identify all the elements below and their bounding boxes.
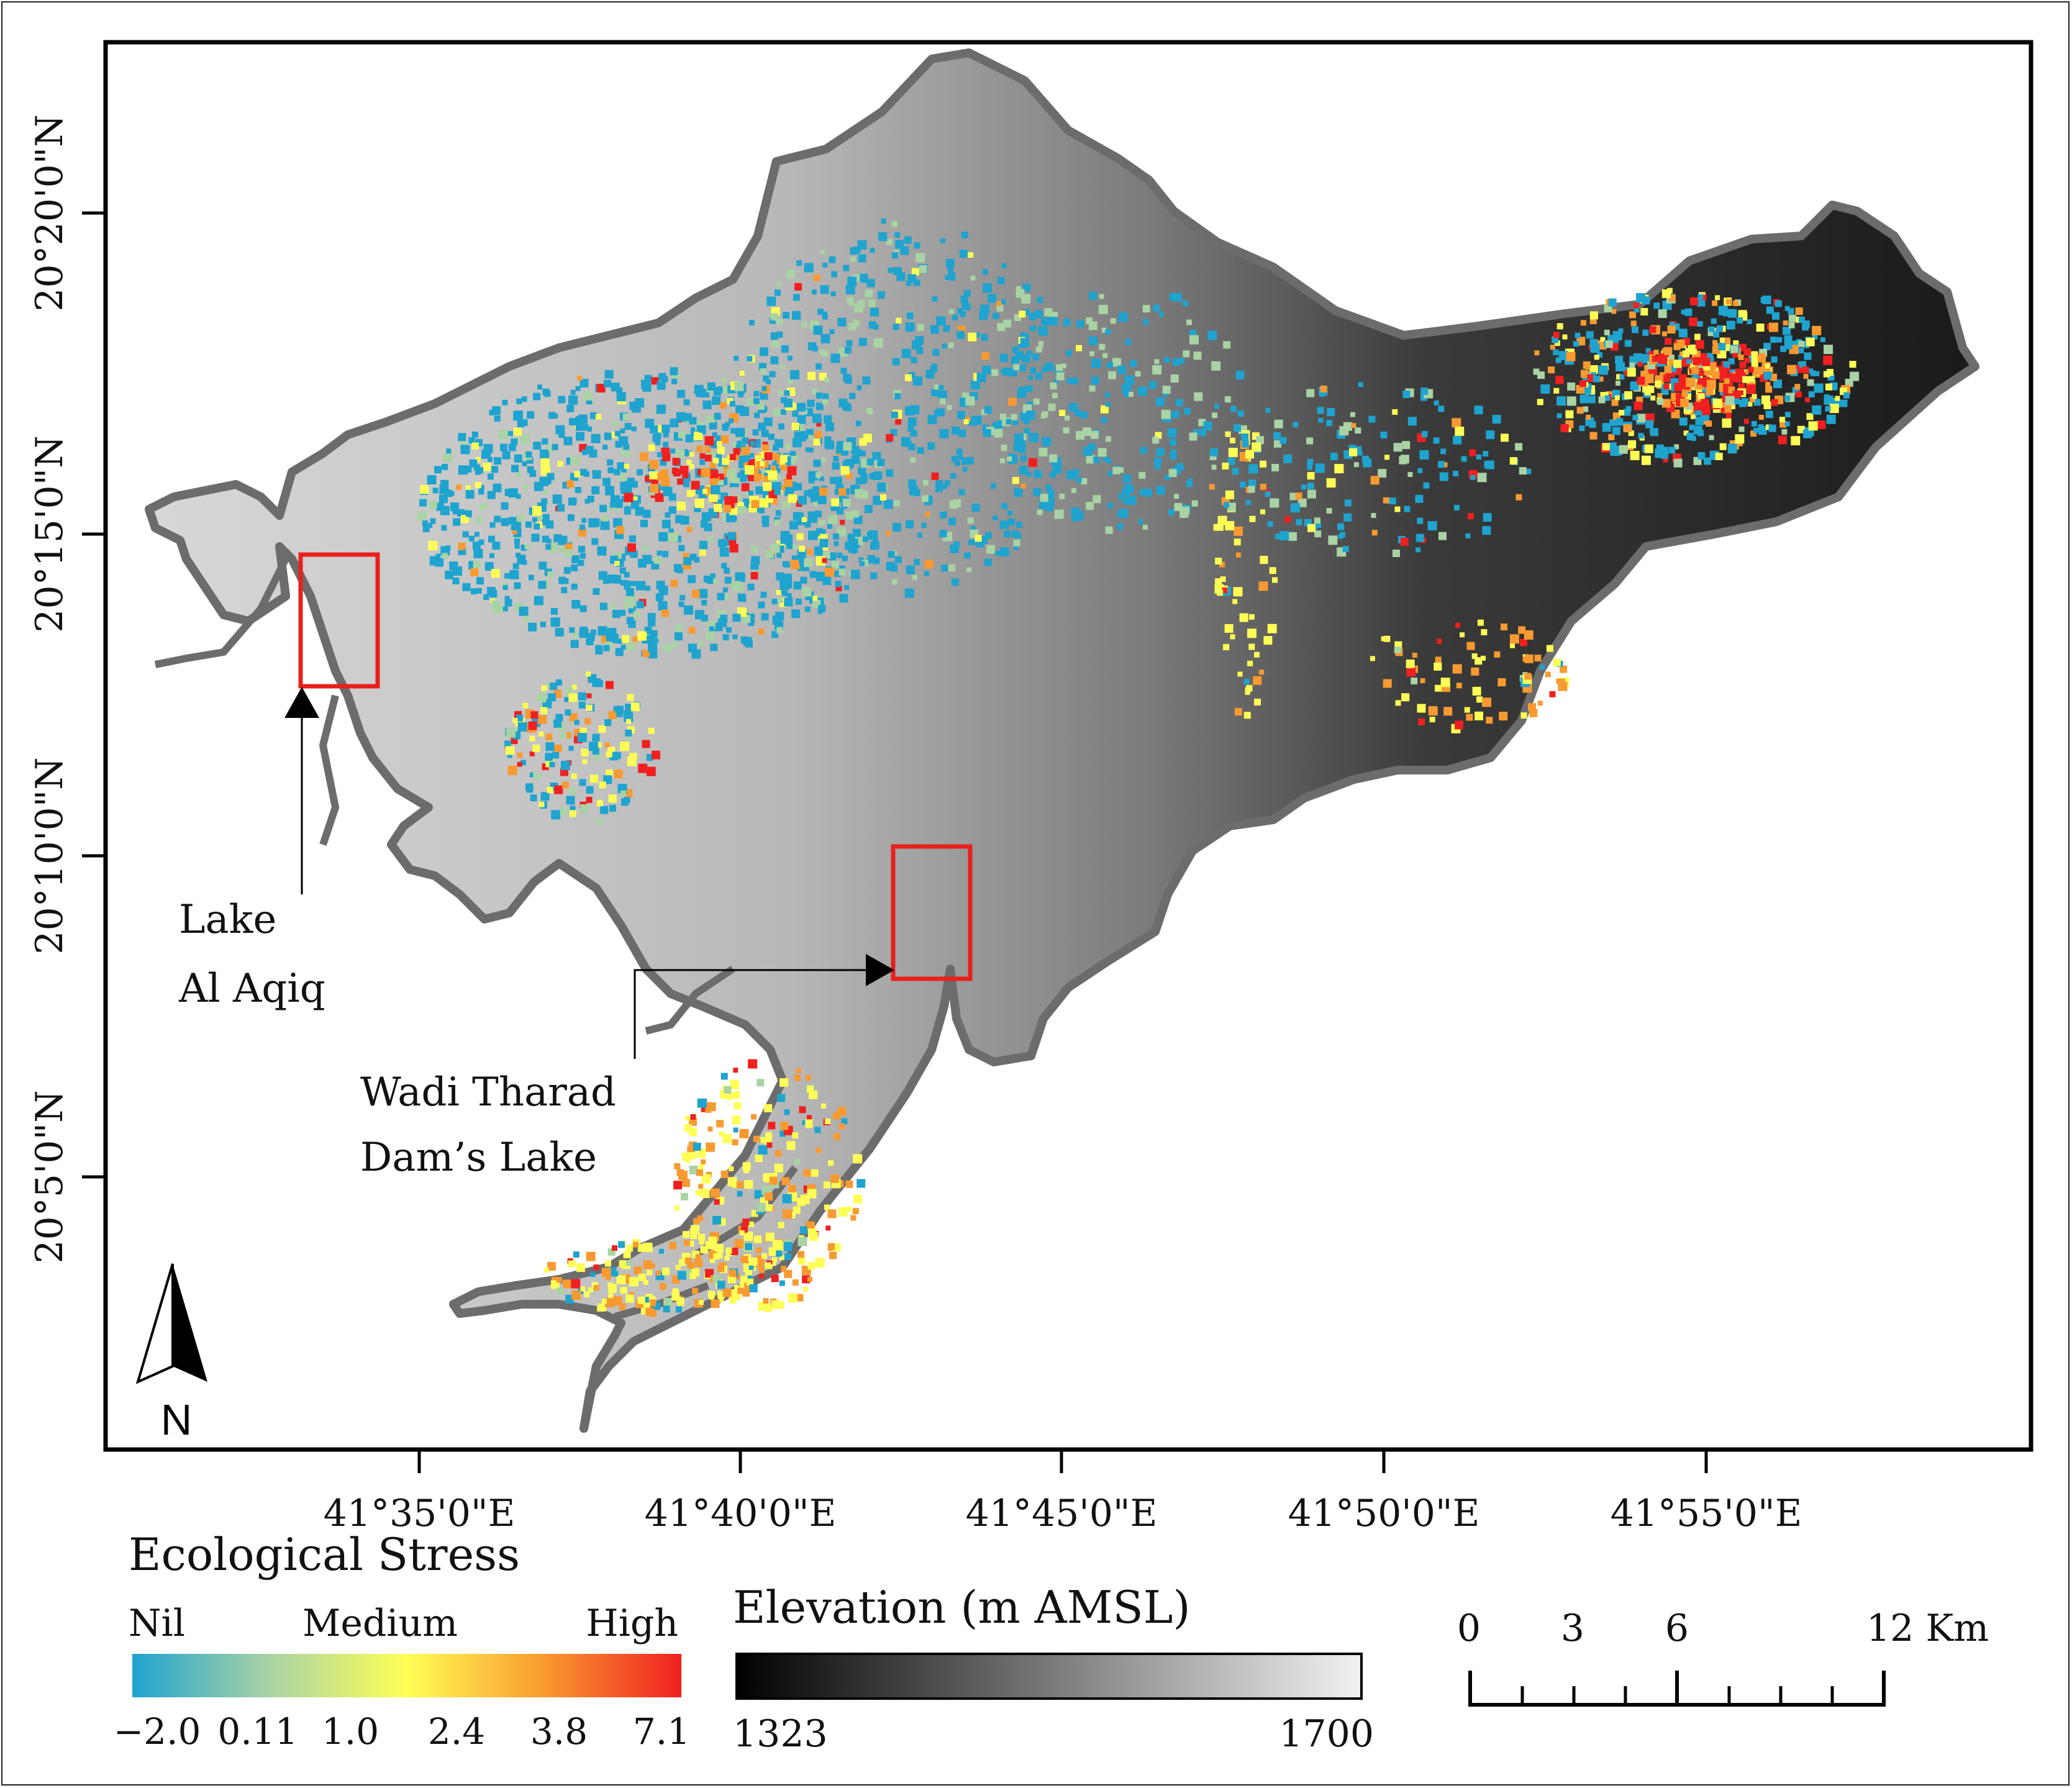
stress-tick-1: −2.0 — [114, 1710, 201, 1753]
lake-al-aqiq-pointer — [284, 687, 319, 894]
longitude-axis: 41°35'0"E 41°40'0"E 41°45'0"E 41°50'0"E … — [324, 1450, 1802, 1535]
elevation-legend: Elevation (m AMSL) 1323 1700 — [733, 1581, 1374, 1756]
scale-label-6: 6 — [1665, 1607, 1689, 1650]
lat-label-20-5: 20°5'0"N — [28, 1090, 71, 1263]
latitude-axis: 20°20'0"N 20°15'0"N 20°10'0"N 20°5'0"N — [28, 114, 106, 1264]
wadi-tharad-lake-box — [891, 844, 973, 981]
lake-al-aqiq-box — [298, 552, 380, 689]
scale-bar: 0 3 6 12 Km — [1457, 1607, 1989, 1707]
lon-label-41-55: 41°55'0"E — [1611, 1492, 1802, 1535]
lat-label-20-15: 20°15'0"N — [28, 435, 71, 632]
stress-class-medium: Medium — [302, 1602, 458, 1645]
north-arrow-label: N — [161, 1395, 193, 1444]
stress-class-nil: Nil — [129, 1602, 185, 1645]
stress-color-ramp — [132, 1654, 681, 1697]
elevation-min-label: 1323 — [733, 1712, 828, 1756]
stress-tick-2: 0.11 — [217, 1710, 298, 1753]
ecological-stress-legend: Ecological Stress Nil Medium High −2.0 0… — [114, 1528, 691, 1753]
elevation-color-ramp — [735, 1653, 1363, 1700]
stress-legend-title: Ecological Stress — [129, 1528, 520, 1581]
stress-tick-4: 2.4 — [428, 1710, 485, 1753]
stress-tick-3: 1.0 — [322, 1710, 379, 1753]
wadi-tharad-label-line1: Wadi Tharad — [360, 1069, 616, 1115]
lon-label-41-35: 41°35'0"E — [324, 1492, 516, 1535]
ecological-stress-layer — [417, 219, 1860, 1317]
elevation-legend-title: Elevation (m AMSL) — [733, 1581, 1191, 1633]
scale-label-3: 3 — [1561, 1607, 1584, 1650]
scale-label-12-km: 12 Km — [1866, 1607, 1989, 1650]
lon-label-41-45: 41°45'0"E — [966, 1492, 1158, 1535]
scale-label-0: 0 — [1457, 1607, 1481, 1650]
stress-tick-6: 7.1 — [633, 1710, 690, 1753]
stress-tick-5: 3.8 — [530, 1710, 588, 1753]
wadi-tharad-label-line2: Dam’s Lake — [360, 1135, 597, 1181]
lon-label-41-40: 41°40'0"E — [645, 1492, 837, 1535]
lon-label-41-50: 41°50'0"E — [1288, 1492, 1480, 1535]
stress-class-high: High — [586, 1602, 678, 1645]
north-arrow: N — [135, 1263, 207, 1444]
wadi-tharad-pointer — [634, 954, 894, 1059]
lake-al-aqiq-label-line1: Lake — [179, 897, 276, 943]
lat-label-20-10: 20°10'0"N — [28, 757, 71, 954]
lat-label-20-20: 20°20'0"N — [28, 114, 71, 311]
elevation-max-label: 1700 — [1279, 1712, 1374, 1756]
lake-al-aqiq-label-line2: Al Aqiq — [178, 966, 325, 1012]
catchment-area — [145, 48, 1979, 1433]
